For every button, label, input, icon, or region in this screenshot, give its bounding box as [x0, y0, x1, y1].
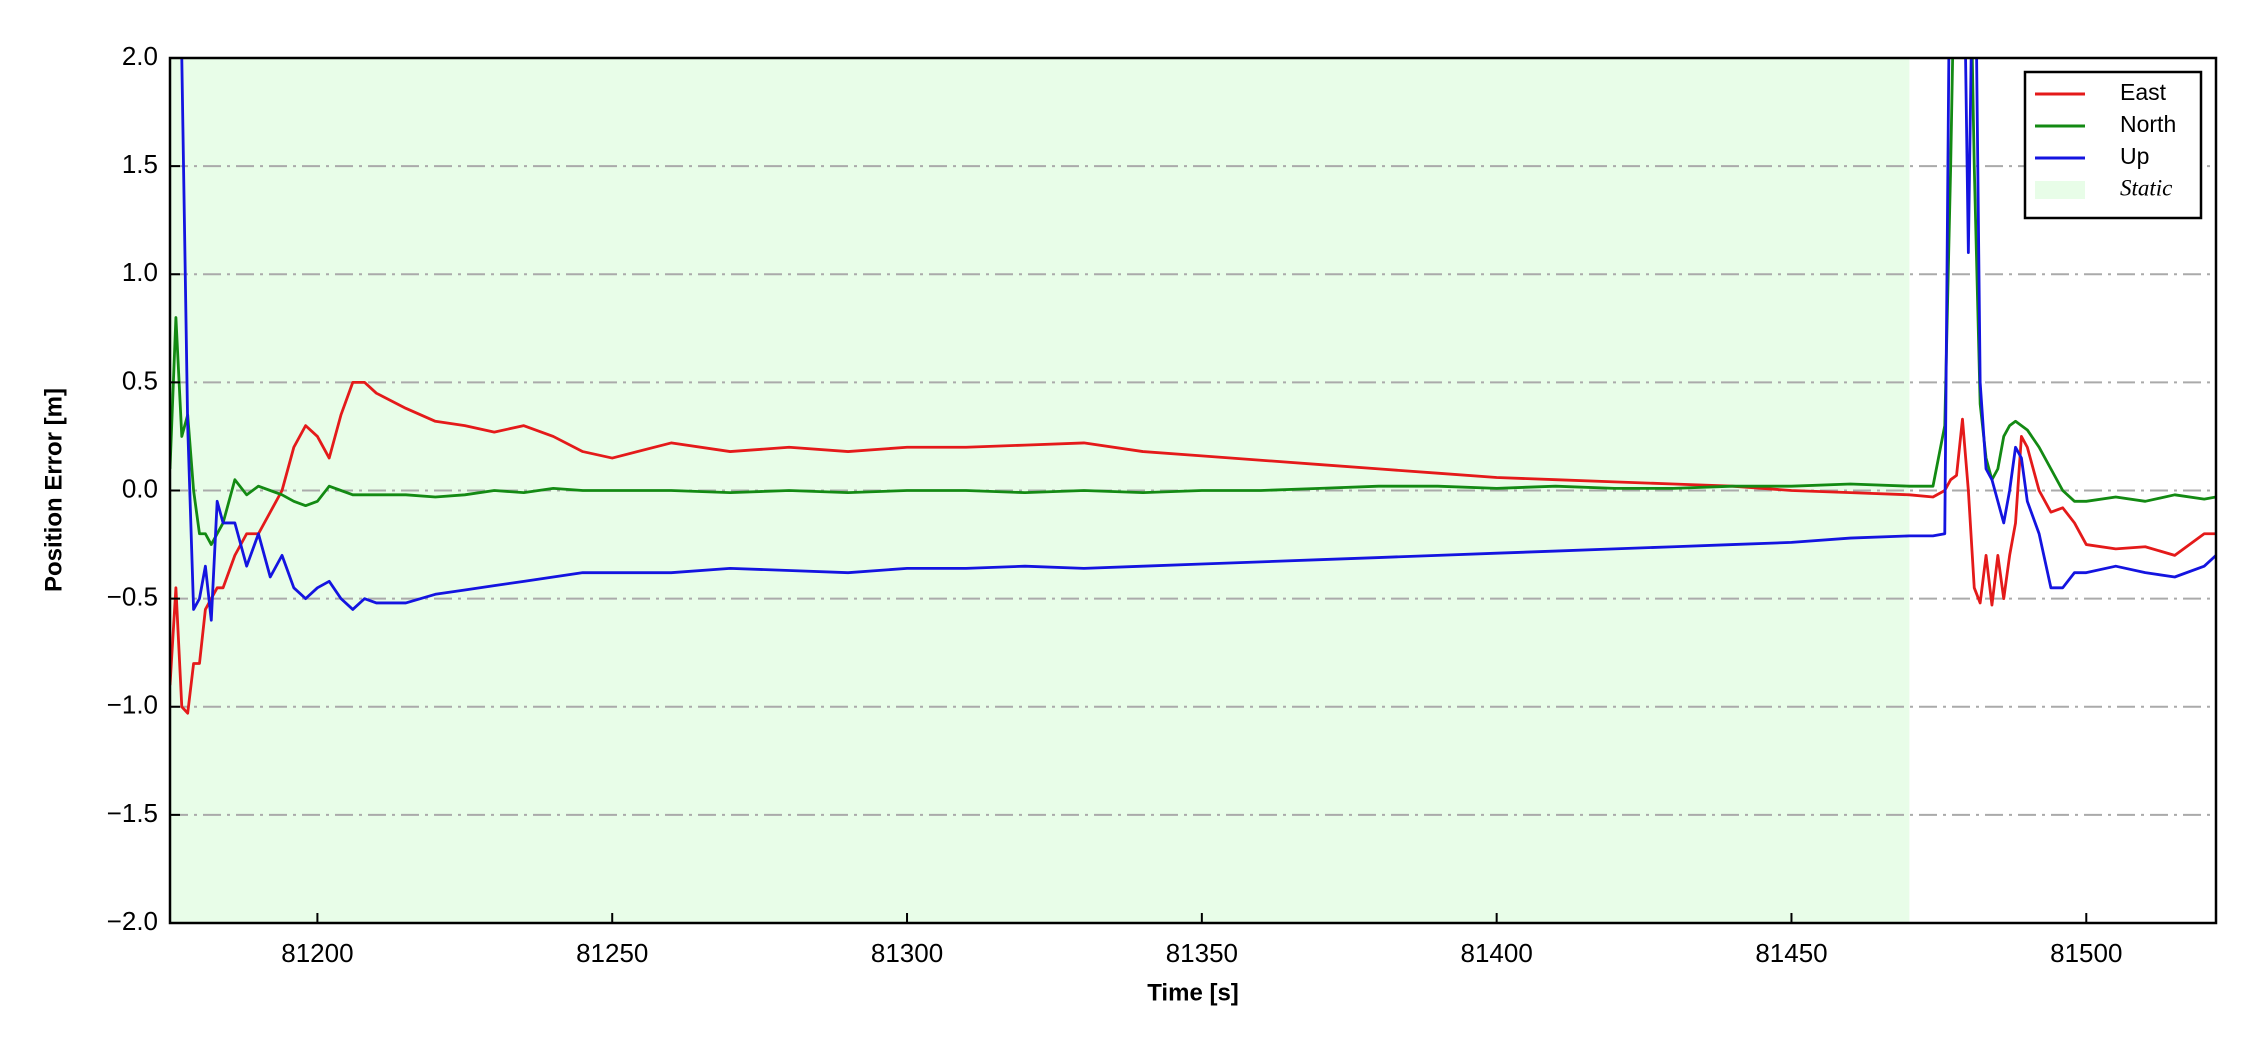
x-tick-label: 81250 [576, 938, 648, 968]
overlay: −2.0 −1.5 −1.0 −0.5 0.0 0.5 1.0 1.5 2.0 81200 8125… [107, 41, 2203, 968]
y-tick-label: 0.0 [122, 473, 158, 503]
legend-label: Static [2120, 175, 2172, 200]
plot-lines [170, 58, 2216, 715]
plot-background [170, 57, 2216, 924]
y-tick-label: 1.0 [122, 257, 158, 287]
y-tick-label: 2.0 [122, 41, 158, 71]
legend-swatch [2035, 181, 2085, 199]
series-line [170, 380, 2216, 715]
y-tick-label: −2.0 [107, 906, 158, 936]
x-tick-label: 81400 [1461, 938, 1533, 968]
y-tick-label: 0.5 [122, 365, 158, 395]
y-axis-label: Position Error [m] [40, 388, 67, 592]
y-tick-label: −1.0 [107, 690, 158, 720]
legend-label: North [2120, 111, 2176, 137]
x-tick-label: 81500 [2050, 938, 2122, 968]
y-tick-label: −0.5 [107, 582, 158, 612]
x-axis-label: Time [s] [1147, 979, 1239, 1006]
x-tick-label: 81450 [1755, 938, 1827, 968]
x-tick-label: 81300 [871, 938, 943, 968]
x-tick-label: 81200 [281, 938, 353, 968]
y-tick-label: 1.5 [122, 149, 158, 179]
series-line [170, 58, 2216, 546]
series-line [180, 58, 2216, 622]
legend-label: Up [2120, 143, 2149, 169]
x-tick-label: 81350 [1166, 938, 1238, 968]
y-tick-label: −1.5 [107, 798, 158, 828]
legend-label: East [2120, 79, 2167, 105]
